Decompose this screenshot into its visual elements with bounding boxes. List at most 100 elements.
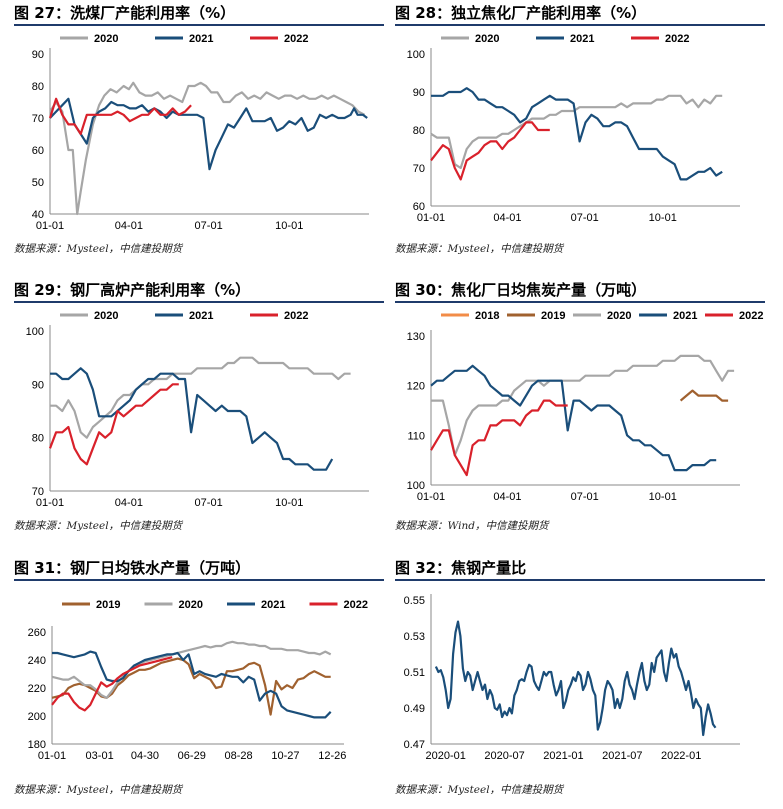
panel-title-31-text: 图 31：钢厂日均铁水产量（万吨）	[14, 559, 251, 577]
x-tick-label: 2020-07	[484, 750, 524, 762]
x-tick-label: 10-01	[275, 497, 303, 509]
series-line-2022	[51, 656, 173, 712]
series-line-2020	[50, 356, 351, 439]
series-line-2022	[48, 383, 179, 466]
y-tick-label: 90	[32, 379, 44, 391]
panel-title-31: 图 31：钢厂日均铁水产量（万吨）	[14, 555, 384, 581]
panel-title-29-text: 图 29：钢厂高炉产能利用率（%）	[14, 281, 251, 299]
series-line-2020	[430, 94, 723, 170]
series-line-2021	[49, 97, 368, 171]
y-tick-label: 0.53	[404, 631, 425, 643]
y-tick-label: 40	[32, 209, 44, 221]
y-tick-label: 220	[28, 683, 46, 695]
y-tick-label: 100	[26, 326, 44, 338]
legend-label-2021: 2021	[189, 33, 213, 45]
y-tick-label: 0.51	[404, 667, 425, 679]
x-tick-label: 07-01	[195, 220, 223, 232]
x-tick-label: 2021-01	[543, 750, 583, 762]
y-tick-label: 70	[32, 113, 44, 125]
title-underline	[14, 579, 384, 581]
y-tick-label: 80	[32, 433, 44, 445]
series-line-2021	[52, 650, 332, 719]
x-tick-label: 08-28	[225, 750, 253, 762]
x-tick-label: 12-26	[318, 750, 346, 762]
chart-27: 40 50 60 70 80 90 01-01 04-01 07-01 10-01 2020 2021…	[32, 33, 369, 232]
x-tick-label: 01-01	[38, 750, 66, 762]
y-tick-label: 100	[407, 480, 425, 492]
panel-title-27: 图 27：洗煤厂产能利用率（%）	[14, 0, 384, 26]
title-underline	[395, 579, 765, 581]
series-line-2021	[430, 364, 717, 472]
legend-label-2021: 2021	[261, 599, 285, 611]
x-tick-label: 06-29	[178, 750, 206, 762]
y-tick-label: 110	[407, 430, 425, 442]
x-tick-label: 01-01	[36, 220, 64, 232]
y-tick-label: 260	[28, 627, 46, 639]
legend-label-2019: 2019	[96, 599, 120, 611]
source-note-29: 数据来源：Mysteel，中信建投期货	[14, 520, 183, 532]
series-line-2022	[48, 97, 192, 136]
legend-label-2021: 2021	[673, 310, 697, 322]
x-tick-label: 2020-01	[426, 750, 466, 762]
y-tick-label: 90	[413, 87, 425, 99]
chart-28: 60 70 80 90 100 01-01 04-01 07-01 10-01 2020 2021 2…	[407, 33, 740, 224]
legend-label-2021: 2021	[570, 33, 594, 45]
legend-label-2022: 2022	[284, 33, 308, 45]
x-tick-label: 10-01	[275, 220, 303, 232]
y-tick-label: 130	[407, 331, 425, 343]
chart-29: 70 80 90 100 01-01 04-01 07-01 10-01 2020 2021 202…	[26, 310, 369, 509]
y-tick-label: 200	[28, 711, 46, 723]
x-tick-label: 2022-01	[661, 750, 701, 762]
panel-title-29: 图 29：钢厂高炉产能利用率（%）	[14, 277, 384, 303]
y-tick-label: 0.49	[404, 703, 425, 715]
source-note-27: 数据来源：Mysteel，中信建投期货	[14, 243, 183, 255]
panel-title-28: 图 28：独立焦化厂产能利用率（%）	[395, 0, 765, 26]
y-tick-label: 0.55	[404, 595, 425, 607]
series-line-ratio	[434, 620, 717, 737]
source-note-30: 数据来源：Wind，中信建投期货	[395, 520, 549, 532]
panel-title-27-text: 图 27：洗煤厂产能利用率（%）	[14, 4, 236, 22]
legend-label-2020: 2020	[179, 599, 203, 611]
x-tick-label: 04-01	[115, 497, 143, 509]
y-tick-label: 240	[28, 655, 46, 667]
legend-label-2020: 2020	[94, 310, 118, 322]
x-tick-label: 04-01	[115, 220, 143, 232]
y-tick-label: 100	[407, 49, 425, 61]
chart-30: 100 110 120 130 01-01 04-01 07-01 10-01 2018 2019…	[407, 310, 764, 503]
legend-label-2021: 2021	[189, 310, 213, 322]
y-tick-label: 70	[413, 163, 425, 175]
y-tick-label: 60	[32, 145, 44, 157]
legend-label-2020: 2020	[607, 310, 631, 322]
legend-label-2020: 2020	[94, 33, 118, 45]
y-tick-label: 0.47	[404, 739, 425, 751]
chart-32: 0.47 0.49 0.51 0.53 0.55 2020-01 2020-07 2021-0…	[404, 594, 740, 762]
x-tick-label: 03-01	[86, 750, 114, 762]
legend-label-2022: 2022	[344, 599, 368, 611]
panel-title-30-text: 图 30：焦化厂日均焦炭产量（万吨）	[395, 281, 647, 299]
panel-title-32-text: 图 32：焦钢产量比	[395, 559, 527, 577]
panel-title-32: 图 32：焦钢产量比	[395, 555, 765, 581]
y-tick-label: 70	[32, 486, 44, 498]
x-tick-label: 07-01	[195, 497, 223, 509]
source-note-31: 数据来源：Mysteel，中信建投期货	[14, 784, 183, 796]
legend-label-2022: 2022	[739, 310, 763, 322]
x-tick-label: 10-27	[271, 750, 299, 762]
title-underline	[395, 301, 765, 303]
legend-label-2022: 2022	[284, 310, 308, 322]
x-tick-label: 01-01	[417, 212, 445, 224]
title-underline	[395, 24, 765, 26]
x-tick-label: 10-01	[649, 212, 677, 224]
series-line-2019	[679, 389, 729, 402]
y-tick-label: 120	[407, 381, 425, 393]
legend-label-2018: 2018	[475, 310, 499, 322]
x-tick-label: 2021-07	[602, 750, 642, 762]
series-line-2020	[51, 640, 332, 699]
x-tick-label: 07-01	[571, 212, 599, 224]
x-tick-label: 04-30	[131, 750, 159, 762]
y-tick-label: 90	[32, 49, 44, 61]
series-line-2022	[430, 121, 550, 181]
series-line-2021	[431, 87, 723, 181]
series-line-2020	[49, 81, 366, 216]
x-tick-label: 01-01	[417, 491, 445, 503]
x-tick-label: 04-01	[493, 212, 521, 224]
